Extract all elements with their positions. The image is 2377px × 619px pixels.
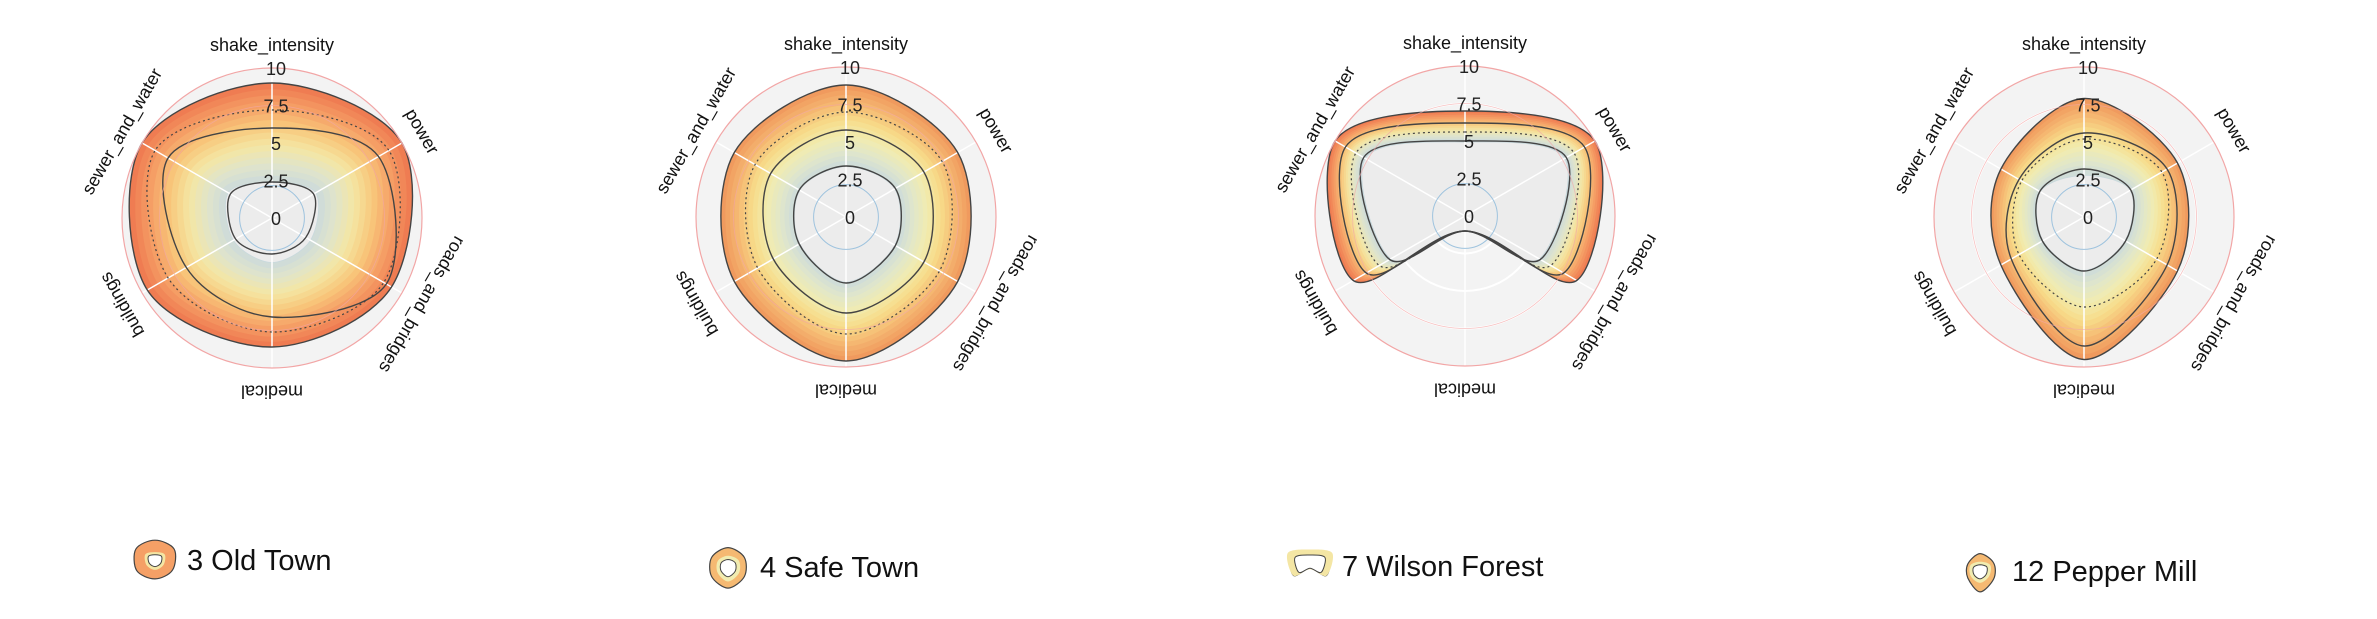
radar-axis-label: power <box>2213 104 2255 156</box>
legend-title: 3 Old Town <box>187 545 332 577</box>
radar-axis-label: shake_intensity <box>210 35 334 56</box>
radar-series-line <box>1359 140 1571 263</box>
legend-title: 7 Wilson Forest <box>1342 551 1543 583</box>
radar-core <box>2036 175 2134 270</box>
radar-tick-label: 0 <box>2083 208 2093 228</box>
radar-tick-label: 2.5 <box>837 171 862 191</box>
radar-chart-4: 02.557.510shake_intensitypowerroads_and_… <box>1890 34 2282 401</box>
legend-4: 12 Pepper Mill <box>1965 552 2197 593</box>
radar-spoke <box>271 142 403 219</box>
radar-ring-7-5 <box>733 104 959 330</box>
radar-ring-7-5 <box>1971 104 2197 330</box>
radar-tick-label: 10 <box>266 59 286 79</box>
radar-series-line <box>2012 138 2170 308</box>
radar-tick-label: 2.5 <box>263 172 288 192</box>
radar-spoke <box>141 217 273 294</box>
radar-spoke <box>1334 140 1466 217</box>
radar-series-line <box>720 84 972 362</box>
radar-tick-label: 10 <box>840 58 860 78</box>
radar-tick-label: 7.5 <box>837 96 862 116</box>
radar-spoke <box>2083 216 2215 293</box>
radar-chart-1: 02.557.510shake_intensitypowerroads_and_… <box>78 35 470 402</box>
legend-swatch-icon <box>133 539 177 580</box>
radar-spoke <box>845 216 977 293</box>
radar-outer-ring <box>121 67 423 369</box>
legend-title: 12 Pepper Mill <box>2012 556 2197 588</box>
radar-spoke <box>715 141 847 218</box>
radar-spoke <box>1334 215 1466 292</box>
radar-center-ring <box>813 184 879 250</box>
radar-spoke <box>271 217 403 294</box>
radar-tick-label: 5 <box>271 134 281 154</box>
radar-center-ring <box>1432 183 1498 249</box>
radar-spoke <box>141 142 273 219</box>
radar-axis-label: medical <box>2053 380 2115 400</box>
radar-tick-label: 0 <box>1464 207 1474 227</box>
radar-tick-label: 2.5 <box>2075 171 2100 191</box>
legend-swatch-icon <box>1286 549 1334 577</box>
radar-series-line <box>2035 168 2135 272</box>
radar-tick-label: 0 <box>845 208 855 228</box>
radar-center-ring <box>239 185 305 251</box>
radar-series-line <box>227 181 317 255</box>
radar-ring-7-5 <box>1352 103 1578 329</box>
radar-ring-7-5 <box>159 105 385 331</box>
radar-axis-label: shake_intensity <box>1403 33 1527 54</box>
radar-spoke <box>715 216 847 293</box>
radar-tick-label: 7.5 <box>2075 96 2100 116</box>
radar-tick-label: 7.5 <box>263 97 288 117</box>
radar-outer-ring <box>1933 66 2235 368</box>
radar-tick-label: 5 <box>1464 132 1474 152</box>
radar-axis-label: power <box>401 105 443 157</box>
radar-axis-label: medical <box>1434 379 1496 399</box>
radar-axis-label: medical <box>815 380 877 400</box>
radar-outer-ring <box>1314 65 1616 367</box>
radar-tick-label: 7.5 <box>1456 95 1481 115</box>
radar-series-line <box>792 165 903 284</box>
radar-axis-label: power <box>975 104 1017 156</box>
radar-spoke <box>1464 215 1596 292</box>
radar-chart-2: 02.557.510shake_intensitypowerroads_and_… <box>652 34 1044 401</box>
radar-spoke <box>1464 140 1596 217</box>
radar-outer-ring <box>695 66 997 368</box>
radar-spoke <box>2083 141 2215 218</box>
radar-spoke <box>845 141 977 218</box>
radar-tick-label: 0 <box>271 209 281 229</box>
radar-tick-label: 5 <box>2083 133 2093 153</box>
legend-swatch-icon <box>1965 552 1996 593</box>
radar-series-line <box>2005 132 2178 347</box>
legend-2: 4 Safe Town <box>709 546 919 589</box>
radar-spoke <box>1953 216 2085 293</box>
radar-series-line <box>762 129 934 314</box>
legend-swatch-icon <box>709 546 747 589</box>
radar-axis-label: power <box>1594 103 1636 155</box>
radar-tick-label: 5 <box>845 133 855 153</box>
legend-title: 4 Safe Town <box>760 552 919 584</box>
legend-1: 3 Old Town <box>133 539 332 580</box>
radar-tick-label: 2.5 <box>1456 170 1481 190</box>
radar-series-line <box>162 127 397 319</box>
radar-axis-label: medical <box>241 381 303 401</box>
radar-series-line <box>744 111 953 335</box>
radar-center-ring <box>2051 184 2117 250</box>
legend-3: 7 Wilson Forest <box>1286 549 1543 583</box>
radar-axis-label: shake_intensity <box>2022 34 2146 55</box>
radar-chart-3: 02.557.510shake_intensitypowerroads_and_… <box>1271 33 1663 400</box>
radar-axis-label: shake_intensity <box>784 34 908 55</box>
radar-series-line <box>1990 97 2190 361</box>
radar-tick-label: 10 <box>2078 58 2098 78</box>
radar-tick-label: 10 <box>1459 57 1479 77</box>
